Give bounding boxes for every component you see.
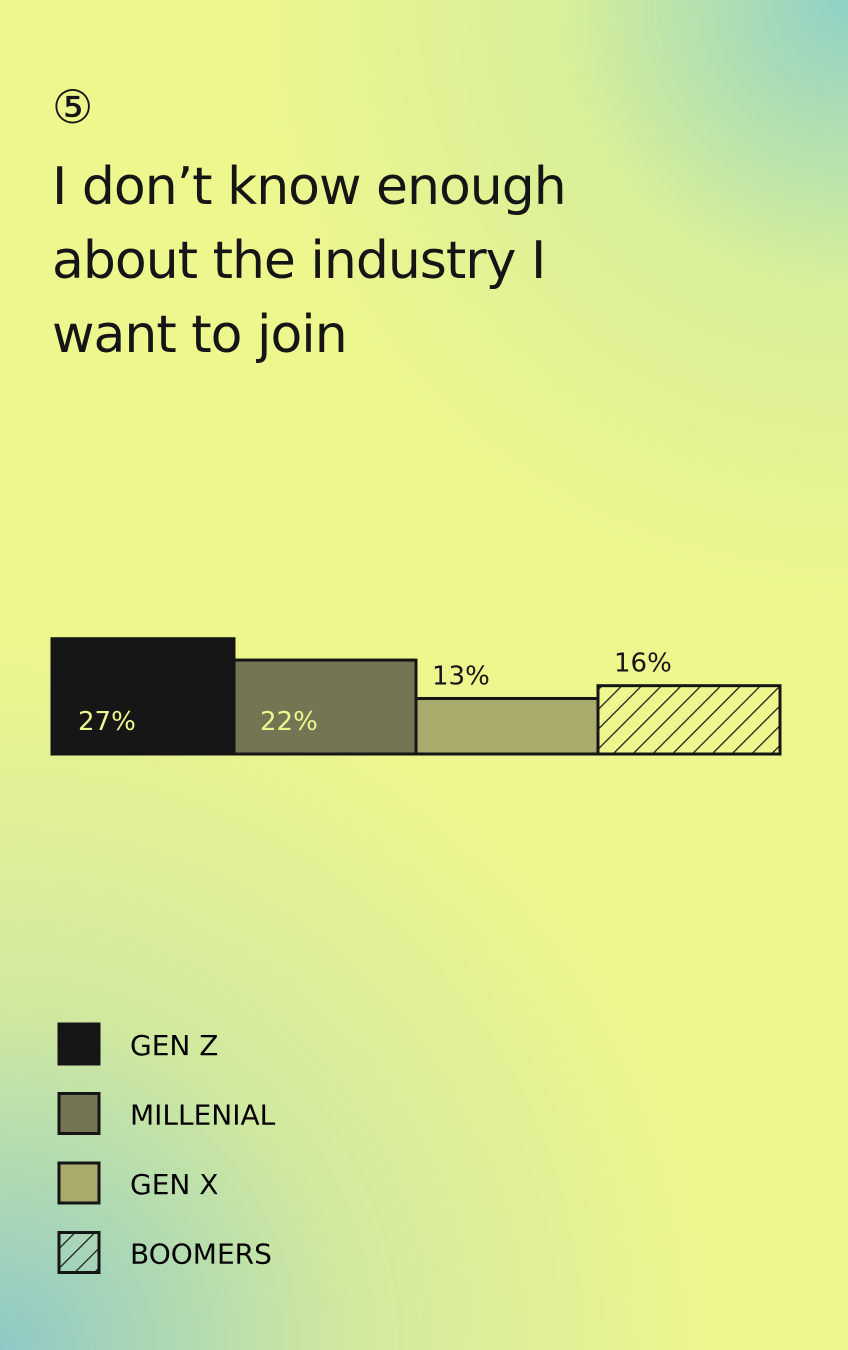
bar [50,637,236,756]
legend-label: BOOMERS [130,1238,272,1271]
legend-label: GEN X [130,1168,218,1201]
bar [414,696,600,756]
value-label: 13% [432,661,490,691]
legend-label: MILLENIAL [130,1099,276,1132]
legend-swatch [57,1161,101,1205]
chart-title: I don’t know enough about the industry I… [52,157,567,365]
value-label: 16% [614,649,672,679]
legend-label: GEN Z [130,1029,218,1062]
bar [596,684,782,756]
legend-swatch [57,1231,101,1274]
value-label: 22% [260,707,318,737]
value-label: 27% [78,707,136,737]
legend-swatch [57,1022,101,1066]
question-number: ⑤ [52,80,94,134]
bar [232,658,418,756]
legend-swatch [57,1092,101,1135]
